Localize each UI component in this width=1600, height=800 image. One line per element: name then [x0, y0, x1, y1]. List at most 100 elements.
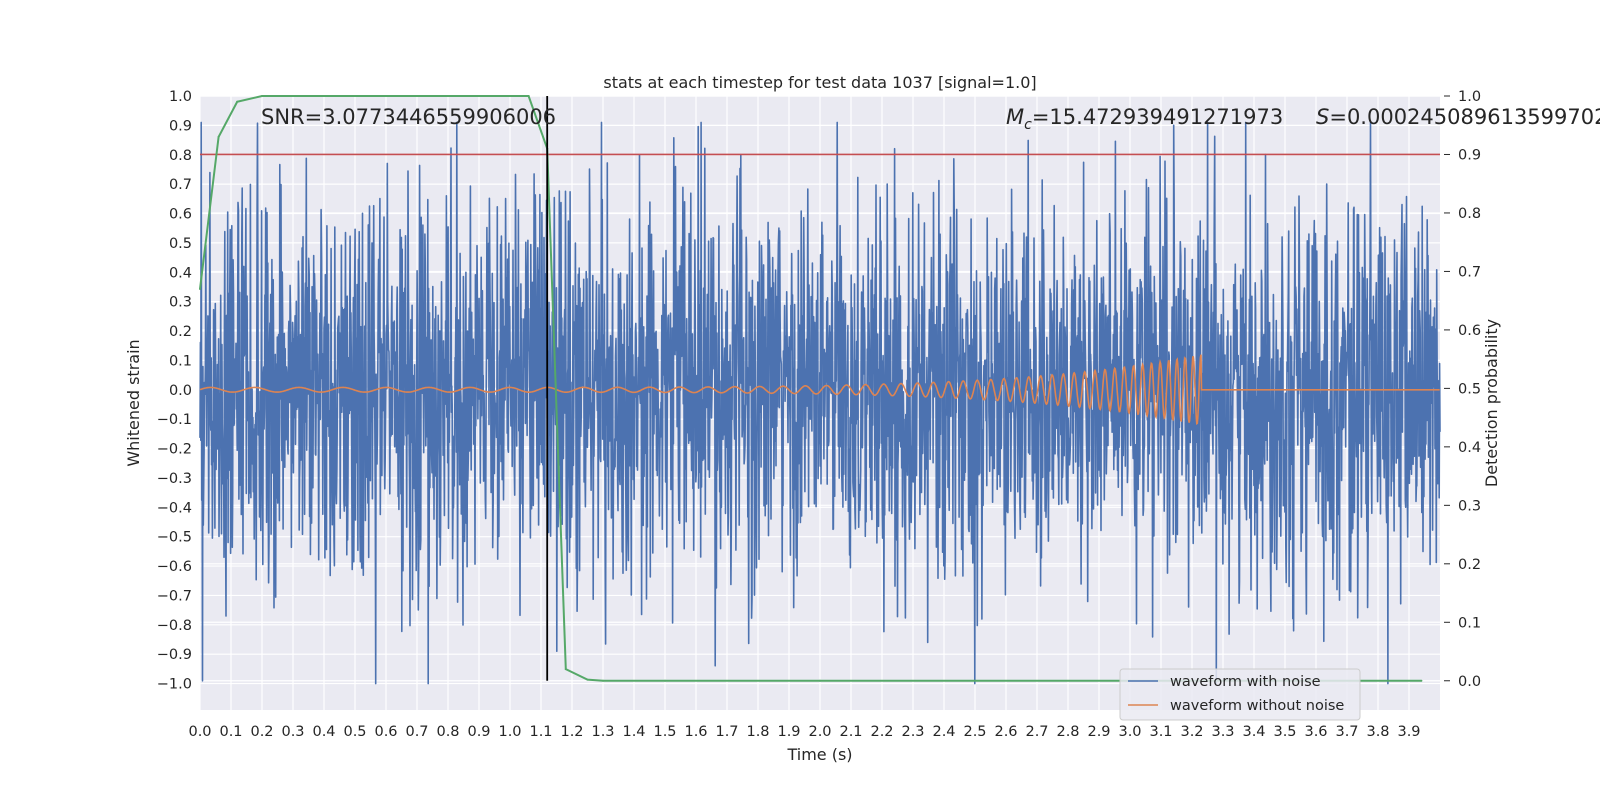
- x-tick-label: 2.9: [1087, 724, 1110, 740]
- x-tick-label: 2.1: [839, 724, 862, 740]
- y-tick-label: 0.2: [169, 324, 192, 340]
- y2-tick-label: 1.0: [1458, 89, 1481, 105]
- detection-probability-point: [819, 679, 821, 682]
- y-axis-label: Whitened strain: [124, 339, 143, 466]
- x-tick-label: 0.1: [219, 724, 242, 740]
- x-tick-label: 0.0: [188, 724, 211, 740]
- x-tick-label: 0.3: [281, 724, 304, 740]
- detection-probability-point: [1420, 679, 1423, 682]
- x-tick-label: 3.5: [1273, 724, 1296, 740]
- x-tick-label: 1.4: [622, 724, 645, 740]
- x-tick-label: 3.3: [1211, 724, 1234, 740]
- x-tick-label: 3.7: [1335, 724, 1358, 740]
- y2-tick-label: 0.4: [1458, 440, 1481, 456]
- y-tick-label: 0.5: [169, 236, 192, 252]
- y2-tick-label: 0.0: [1458, 674, 1481, 690]
- x-tick-label: 0.9: [467, 724, 490, 740]
- s-annotation: S=0.00024508961359970272: [1316, 105, 1600, 129]
- x-tick-label: 1.0: [498, 724, 521, 740]
- y2-tick-label: 0.8: [1458, 206, 1481, 222]
- x-tick-label: 0.5: [343, 724, 366, 740]
- detection-probability-point: [292, 95, 294, 97]
- y-tick-label: −0.7: [157, 588, 192, 604]
- x-tick-label: 2.5: [963, 724, 986, 740]
- x-tick-label: 0.6: [374, 724, 397, 740]
- y-tick-label: −0.1: [157, 412, 192, 428]
- detection-probability-point: [602, 679, 604, 682]
- series-waveform-with-noise: [199, 121, 1441, 685]
- x-tick-label: 2.8: [1056, 724, 1079, 740]
- x-tick-label: 0.2: [250, 724, 273, 740]
- x-tick-label: 1.8: [746, 724, 769, 740]
- y2-tick-label: 0.1: [1458, 615, 1481, 631]
- detection-probability-point: [478, 95, 480, 97]
- detection-probability-point: [564, 668, 567, 671]
- y-tick-label: −0.5: [157, 530, 192, 546]
- x-tick-label: 1.1: [529, 724, 552, 740]
- x-tick-label: 1.3: [591, 724, 614, 740]
- y-tick-label: −0.2: [157, 442, 192, 458]
- y-tick-label: −1.0: [157, 677, 192, 693]
- x-tick-label: 1.5: [653, 724, 676, 740]
- y2-tick-label: 0.5: [1458, 381, 1481, 397]
- y-tick-label: 0.1: [169, 353, 192, 369]
- detection-probability-point: [199, 288, 201, 290]
- x-tick-label: 2.3: [901, 724, 924, 740]
- y-tick-label: −0.3: [157, 471, 192, 487]
- y2-axis-label: Detection probability: [1482, 319, 1501, 487]
- chart-title: stats at each timestep for test data 103…: [603, 73, 1036, 92]
- y-tick-label: 0.7: [169, 177, 192, 193]
- x-tick-label: 1.9: [777, 724, 800, 740]
- detection-probability-point: [354, 95, 356, 97]
- detection-probability-point: [236, 100, 239, 103]
- snr-annotation: SNR=3.0773446559906006: [261, 105, 556, 129]
- y2-tick-label: 0.9: [1458, 147, 1481, 163]
- detection-probability-point: [664, 679, 666, 682]
- legend-label-clean: waveform without noise: [1170, 698, 1344, 714]
- x-tick-label: 2.2: [870, 724, 893, 740]
- y-tick-label: 0.6: [169, 207, 192, 223]
- mc-subscript: c: [1024, 117, 1032, 133]
- x-tick-label: 3.2: [1180, 724, 1203, 740]
- legend: waveform with noise waveform without noi…: [1119, 668, 1361, 721]
- y-tick-label: 1.0: [169, 89, 192, 105]
- y2-tick-label: 0.6: [1458, 323, 1481, 339]
- x-tick-label: 3.9: [1397, 724, 1420, 740]
- x-tick-label: 1.7: [715, 724, 738, 740]
- y-tick-label: 0.3: [169, 295, 192, 311]
- x-tick-label: 0.8: [436, 724, 459, 740]
- legend-box: [1119, 668, 1361, 721]
- mc-symbol: M: [1006, 105, 1024, 129]
- y-tick-label: −0.6: [157, 559, 192, 575]
- y2-tick-label: 0.7: [1458, 264, 1481, 280]
- s-symbol: S: [1316, 105, 1329, 129]
- mc-value: =15.472939491271973: [1032, 105, 1283, 129]
- detection-probability-point: [527, 95, 530, 97]
- x-tick-label: 3.8: [1366, 724, 1389, 740]
- x-tick-label: 2.7: [1025, 724, 1048, 740]
- y-ticks: 1.0 0.9 0.8 0.7 0.6 0.5 0.4 0.3 0.2 0.1 0.0 −0.1 −0.…: [157, 89, 192, 693]
- y-tick-label: −0.4: [157, 500, 192, 516]
- x-tick-label: 0.7: [405, 724, 428, 740]
- y2-tick-label: 0.2: [1458, 557, 1481, 573]
- series-layer: [199, 95, 1441, 685]
- y-tick-label: 0.8: [169, 148, 192, 164]
- detection-probability-point: [586, 678, 589, 681]
- series-waveform-without-noise: [199, 354, 1440, 425]
- x-tick-label: 1.2: [560, 724, 583, 740]
- detection-probability-point: [261, 95, 263, 97]
- x-ticks: 0.0 0.1 0.2 0.3 0.4 0.5 0.6 0.7 0.8 0.9 1.0 1.1 1.2 1…: [188, 724, 1420, 740]
- mc-annotation: Mc=15.472939491271973: [1006, 105, 1283, 133]
- x-tick-label: 3.1: [1149, 724, 1172, 740]
- x-tick-label: 2.0: [808, 724, 831, 740]
- y2-tick-label: 0.3: [1458, 498, 1481, 514]
- legend-label-noise: waveform with noise: [1170, 674, 1321, 690]
- y-tick-label: 0.9: [169, 118, 192, 134]
- x-tick-label: 3.4: [1242, 724, 1265, 740]
- y-tick-label: −0.9: [157, 647, 192, 663]
- y2-ticks: 1.0 0.9 0.8 0.7 0.6 0.5 0.4 0.3 0.2 0.1 0.0: [1444, 89, 1481, 690]
- x-tick-label: 2.4: [932, 724, 955, 740]
- x-tick-label: 3.0: [1118, 724, 1141, 740]
- x-axis-label: Time (s): [786, 745, 852, 764]
